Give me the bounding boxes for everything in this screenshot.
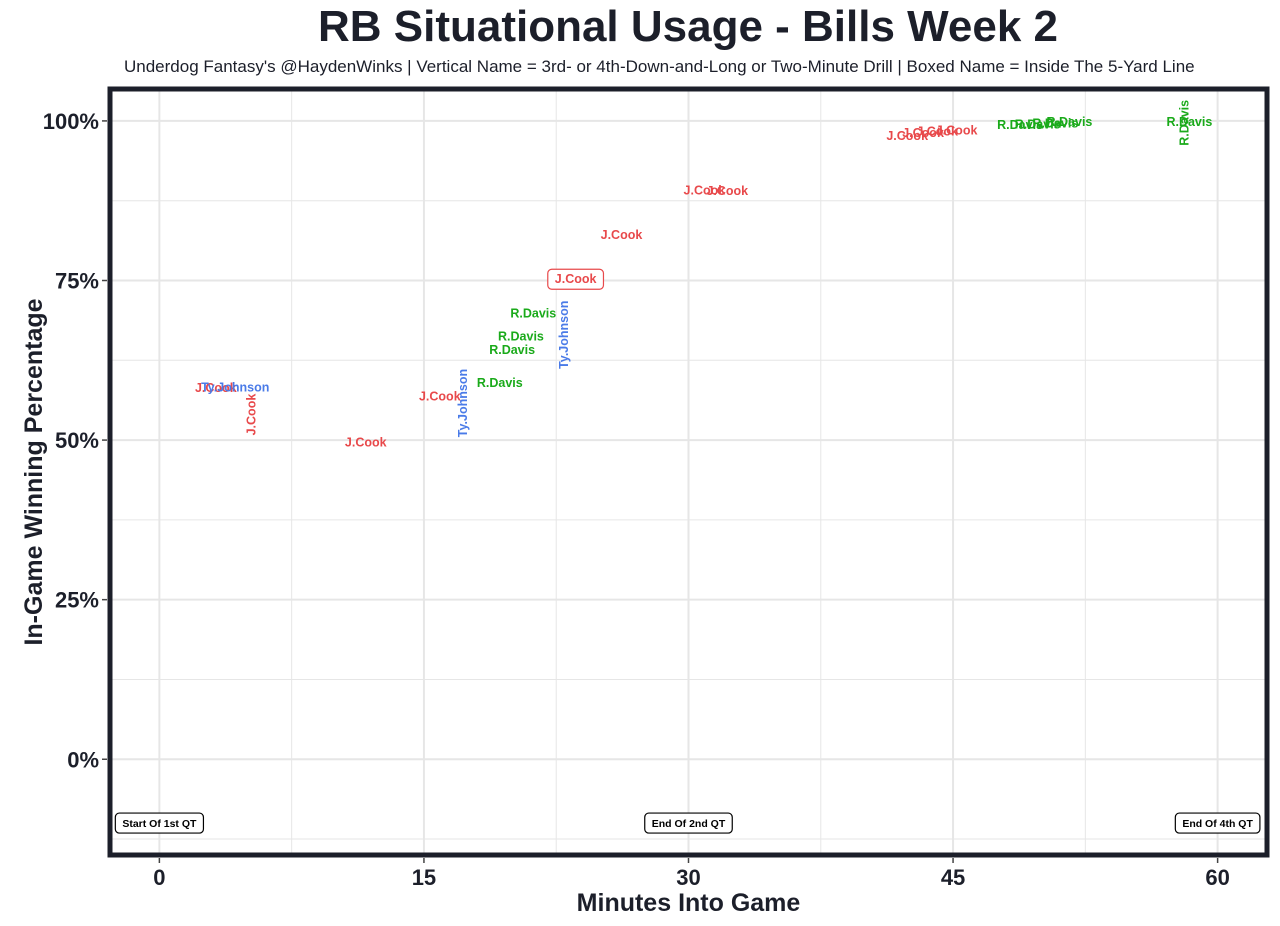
x-tick-label: 0 — [153, 865, 165, 890]
data-point: R.Davis — [489, 343, 535, 357]
quarter-marker-label: End Of 4th QT — [1182, 818, 1253, 830]
data-point: Ty.Johnson — [456, 369, 470, 437]
quarter-marker-box — [1174, 812, 1261, 834]
y-axis-ticks: 0% 25% 50% 75% 100% — [43, 109, 107, 772]
data-point: Ty.Johnson — [557, 301, 571, 369]
data-point: J.Cook — [419, 390, 461, 404]
data-point: R.Davis — [1032, 116, 1078, 130]
data-point-label: R.Davis — [997, 118, 1043, 132]
data-labels: Start Of 1st QT End Of 2nd QT End Of 4th Q… — [114, 100, 1261, 834]
data-point: J.Cook — [886, 129, 928, 143]
data-point-box — [547, 268, 605, 290]
data-point: R.Davis — [510, 307, 556, 321]
data-point-label: J.Cook — [706, 184, 748, 198]
chart-subtitle: Underdog Fantasy's @HaydenWinks | Vertic… — [124, 57, 1195, 76]
quarter-marker: End Of 2nd QT — [644, 812, 733, 834]
plot-frame — [107, 86, 1270, 858]
data-point-label: R.Davis — [510, 307, 556, 321]
data-point-label: R.Davis — [1166, 115, 1212, 129]
data-point: R.Davis — [997, 118, 1043, 132]
data-point: R.Davis — [1166, 115, 1212, 129]
data-point: J.Cook — [547, 268, 605, 290]
data-point: Ty.Johnson — [201, 381, 269, 395]
data-point: R.Davis — [1178, 100, 1192, 146]
x-tick-label: 45 — [941, 865, 965, 890]
data-point-label: J.Cook — [419, 390, 461, 404]
data-point: J.Cook — [902, 126, 944, 140]
data-point: J.Cook — [245, 394, 259, 436]
data-point-label: J.Cook — [345, 435, 387, 449]
data-point: J.Cook — [684, 183, 726, 197]
y-tick-label: 0% — [67, 747, 99, 772]
x-tick-label: 60 — [1205, 865, 1229, 890]
quarter-marker-label: End Of 2nd QT — [652, 818, 726, 830]
quarter-marker-box — [114, 812, 205, 834]
y-tick-label: 100% — [43, 109, 99, 134]
y-axis-title: In-Game Winning Percentage — [20, 298, 48, 645]
data-point-label: J.Cook — [245, 394, 259, 436]
data-point-label: Ty.Johnson — [201, 381, 269, 395]
y-tick-label: 50% — [55, 428, 99, 453]
quarter-marker: Start Of 1st QT — [114, 812, 205, 834]
data-point-label: R.Davis — [1178, 100, 1192, 146]
data-point-label: R.Davis — [1032, 116, 1078, 130]
x-tick-label: 15 — [412, 865, 436, 890]
data-point-label: R.Davis — [498, 330, 544, 344]
quarter-marker-label: Start Of 1st QT — [122, 818, 197, 830]
data-point: J.Cook — [706, 184, 748, 198]
data-point-label: Ty.Johnson — [557, 301, 571, 369]
data-point-label: J.Cook — [555, 272, 597, 286]
data-point: R.Davis — [477, 376, 523, 390]
data-point-label: J.Cook — [916, 125, 958, 139]
data-point: J.Cook — [936, 123, 978, 137]
chart-title: RB Situational Usage - Bills Week 2 — [317, 2, 1059, 51]
data-point-label: R.Davis — [1047, 115, 1093, 129]
data-point-label: J.Cook — [601, 228, 643, 242]
data-point-label: J.Cook — [195, 381, 237, 395]
x-axis-ticks: 0 15 30 45 60 — [153, 858, 1230, 890]
data-point: J.Cook — [345, 435, 387, 449]
data-point: R.Davis — [1015, 118, 1061, 132]
data-point-label: R.Davis — [477, 376, 523, 390]
data-point-label: J.Cook — [902, 126, 944, 140]
data-point: R.Davis — [1047, 115, 1093, 129]
data-point-label: J.Cook — [886, 129, 928, 143]
data-point-label: J.Cook — [936, 123, 978, 137]
data-point: J.Cook — [916, 125, 958, 139]
data-point: R.Davis — [498, 330, 544, 344]
quarter-marker: End Of 4th QT — [1174, 812, 1261, 834]
data-point-label: R.Davis — [489, 343, 535, 357]
data-point-label: R.Davis — [1015, 118, 1061, 132]
data-point-label: Ty.Johnson — [456, 369, 470, 437]
y-tick-label: 25% — [55, 588, 99, 613]
data-point: J.Cook — [195, 381, 237, 395]
x-tick-label: 30 — [676, 865, 700, 890]
quarter-marker-box — [644, 812, 733, 834]
y-tick-label: 75% — [55, 269, 99, 294]
grid-lines — [110, 89, 1267, 855]
x-axis-title: Minutes Into Game — [577, 889, 801, 917]
data-point: J.Cook — [601, 228, 643, 242]
data-point-label: J.Cook — [684, 183, 726, 197]
